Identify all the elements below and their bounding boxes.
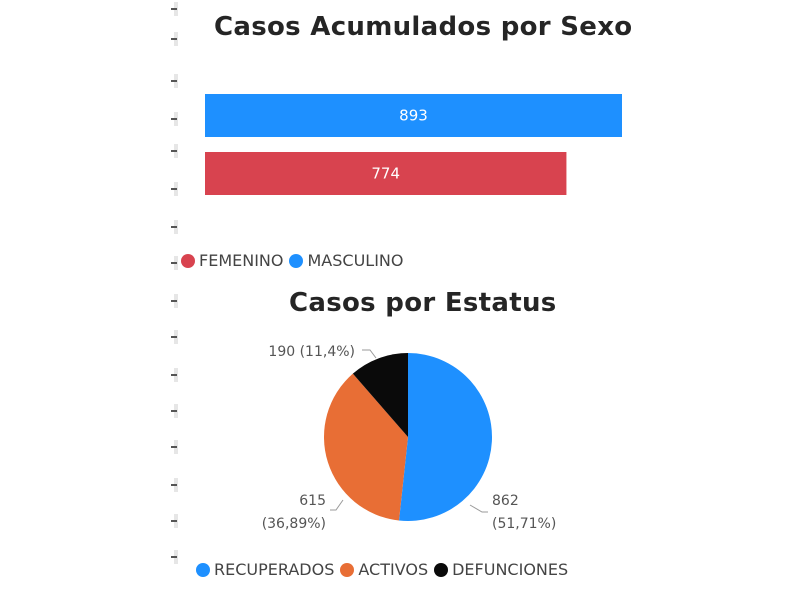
pie-label-defunciones: 190 (11,4%) [268, 344, 355, 360]
pie-label-recuperados-percent: (51,71%) [492, 516, 556, 532]
axis-tick [171, 484, 177, 486]
axis-tick [171, 336, 177, 338]
legend-item-defunciones[interactable]: DEFUNCIONES [434, 560, 568, 579]
axis-tick [171, 150, 177, 152]
axis-tick [171, 410, 177, 412]
axis-tick [171, 374, 177, 376]
axis-tick [171, 38, 177, 40]
pie-label-recuperados-value: 862 [492, 493, 519, 509]
bar-masculino[interactable] [205, 94, 622, 137]
axis-tick [171, 300, 177, 302]
pie-chart-title: Casos por Estatus [289, 288, 557, 318]
legend-dot-activos [340, 562, 355, 577]
legend-dot-masculino [289, 253, 304, 268]
legend-label-femenino: FEMENINO [199, 251, 284, 270]
axis-tick [171, 8, 177, 10]
pie-slice-activos[interactable] [324, 373, 408, 521]
pie-slice-defunciones[interactable] [352, 353, 408, 437]
pie-chart-legend: RECUPERADOS ACTIVOS DEFUNCIONES [196, 560, 568, 579]
legend-item-activos[interactable]: ACTIVOS [340, 560, 428, 579]
legend-label-recuperados: RECUPERADOS [214, 560, 335, 579]
bar-femenino[interactable] [205, 152, 567, 195]
left-axis-ticks [171, 0, 179, 600]
bar-chart-title: Casos Acumulados por Sexo [214, 12, 633, 42]
pie-slice-recuperados[interactable] [398, 353, 493, 521]
pie-label-activos-percent: (36,89%) [262, 516, 326, 532]
pie-leader-line-activos [330, 499, 344, 511]
pie-leader-line-defunciones [362, 349, 377, 359]
axis-tick [171, 80, 177, 82]
bar-chart-legend: FEMENINO MASCULINO [181, 251, 403, 270]
axis-tick [171, 188, 177, 190]
legend-item-femenino[interactable]: FEMENINO [181, 251, 283, 270]
legend-dot-defunciones [434, 562, 449, 577]
legend-item-masculino[interactable]: MASCULINO [289, 251, 403, 270]
legend-dot-recuperados [196, 562, 210, 577]
pie-label-activos-value: 615 [299, 493, 326, 509]
legend-label-defunciones: DEFUNCIONES [452, 560, 569, 579]
legend-dot-femenino [181, 253, 195, 268]
bar-value-label-femenino: 774 [371, 165, 400, 183]
legend-item-recuperados[interactable]: RECUPERADOS [196, 560, 334, 579]
legend-label-activos: ACTIVOS [358, 560, 429, 579]
axis-tick [171, 556, 177, 558]
pie-leader-line-recuperados [469, 504, 488, 513]
legend-label-masculino: MASCULINO [307, 251, 404, 270]
axis-tick [171, 446, 177, 448]
axis-tick [171, 226, 177, 228]
axis-tick [171, 118, 177, 120]
axis-tick [171, 520, 177, 522]
axis-tick [171, 262, 177, 264]
bar-value-label-masculino: 893 [399, 107, 428, 125]
